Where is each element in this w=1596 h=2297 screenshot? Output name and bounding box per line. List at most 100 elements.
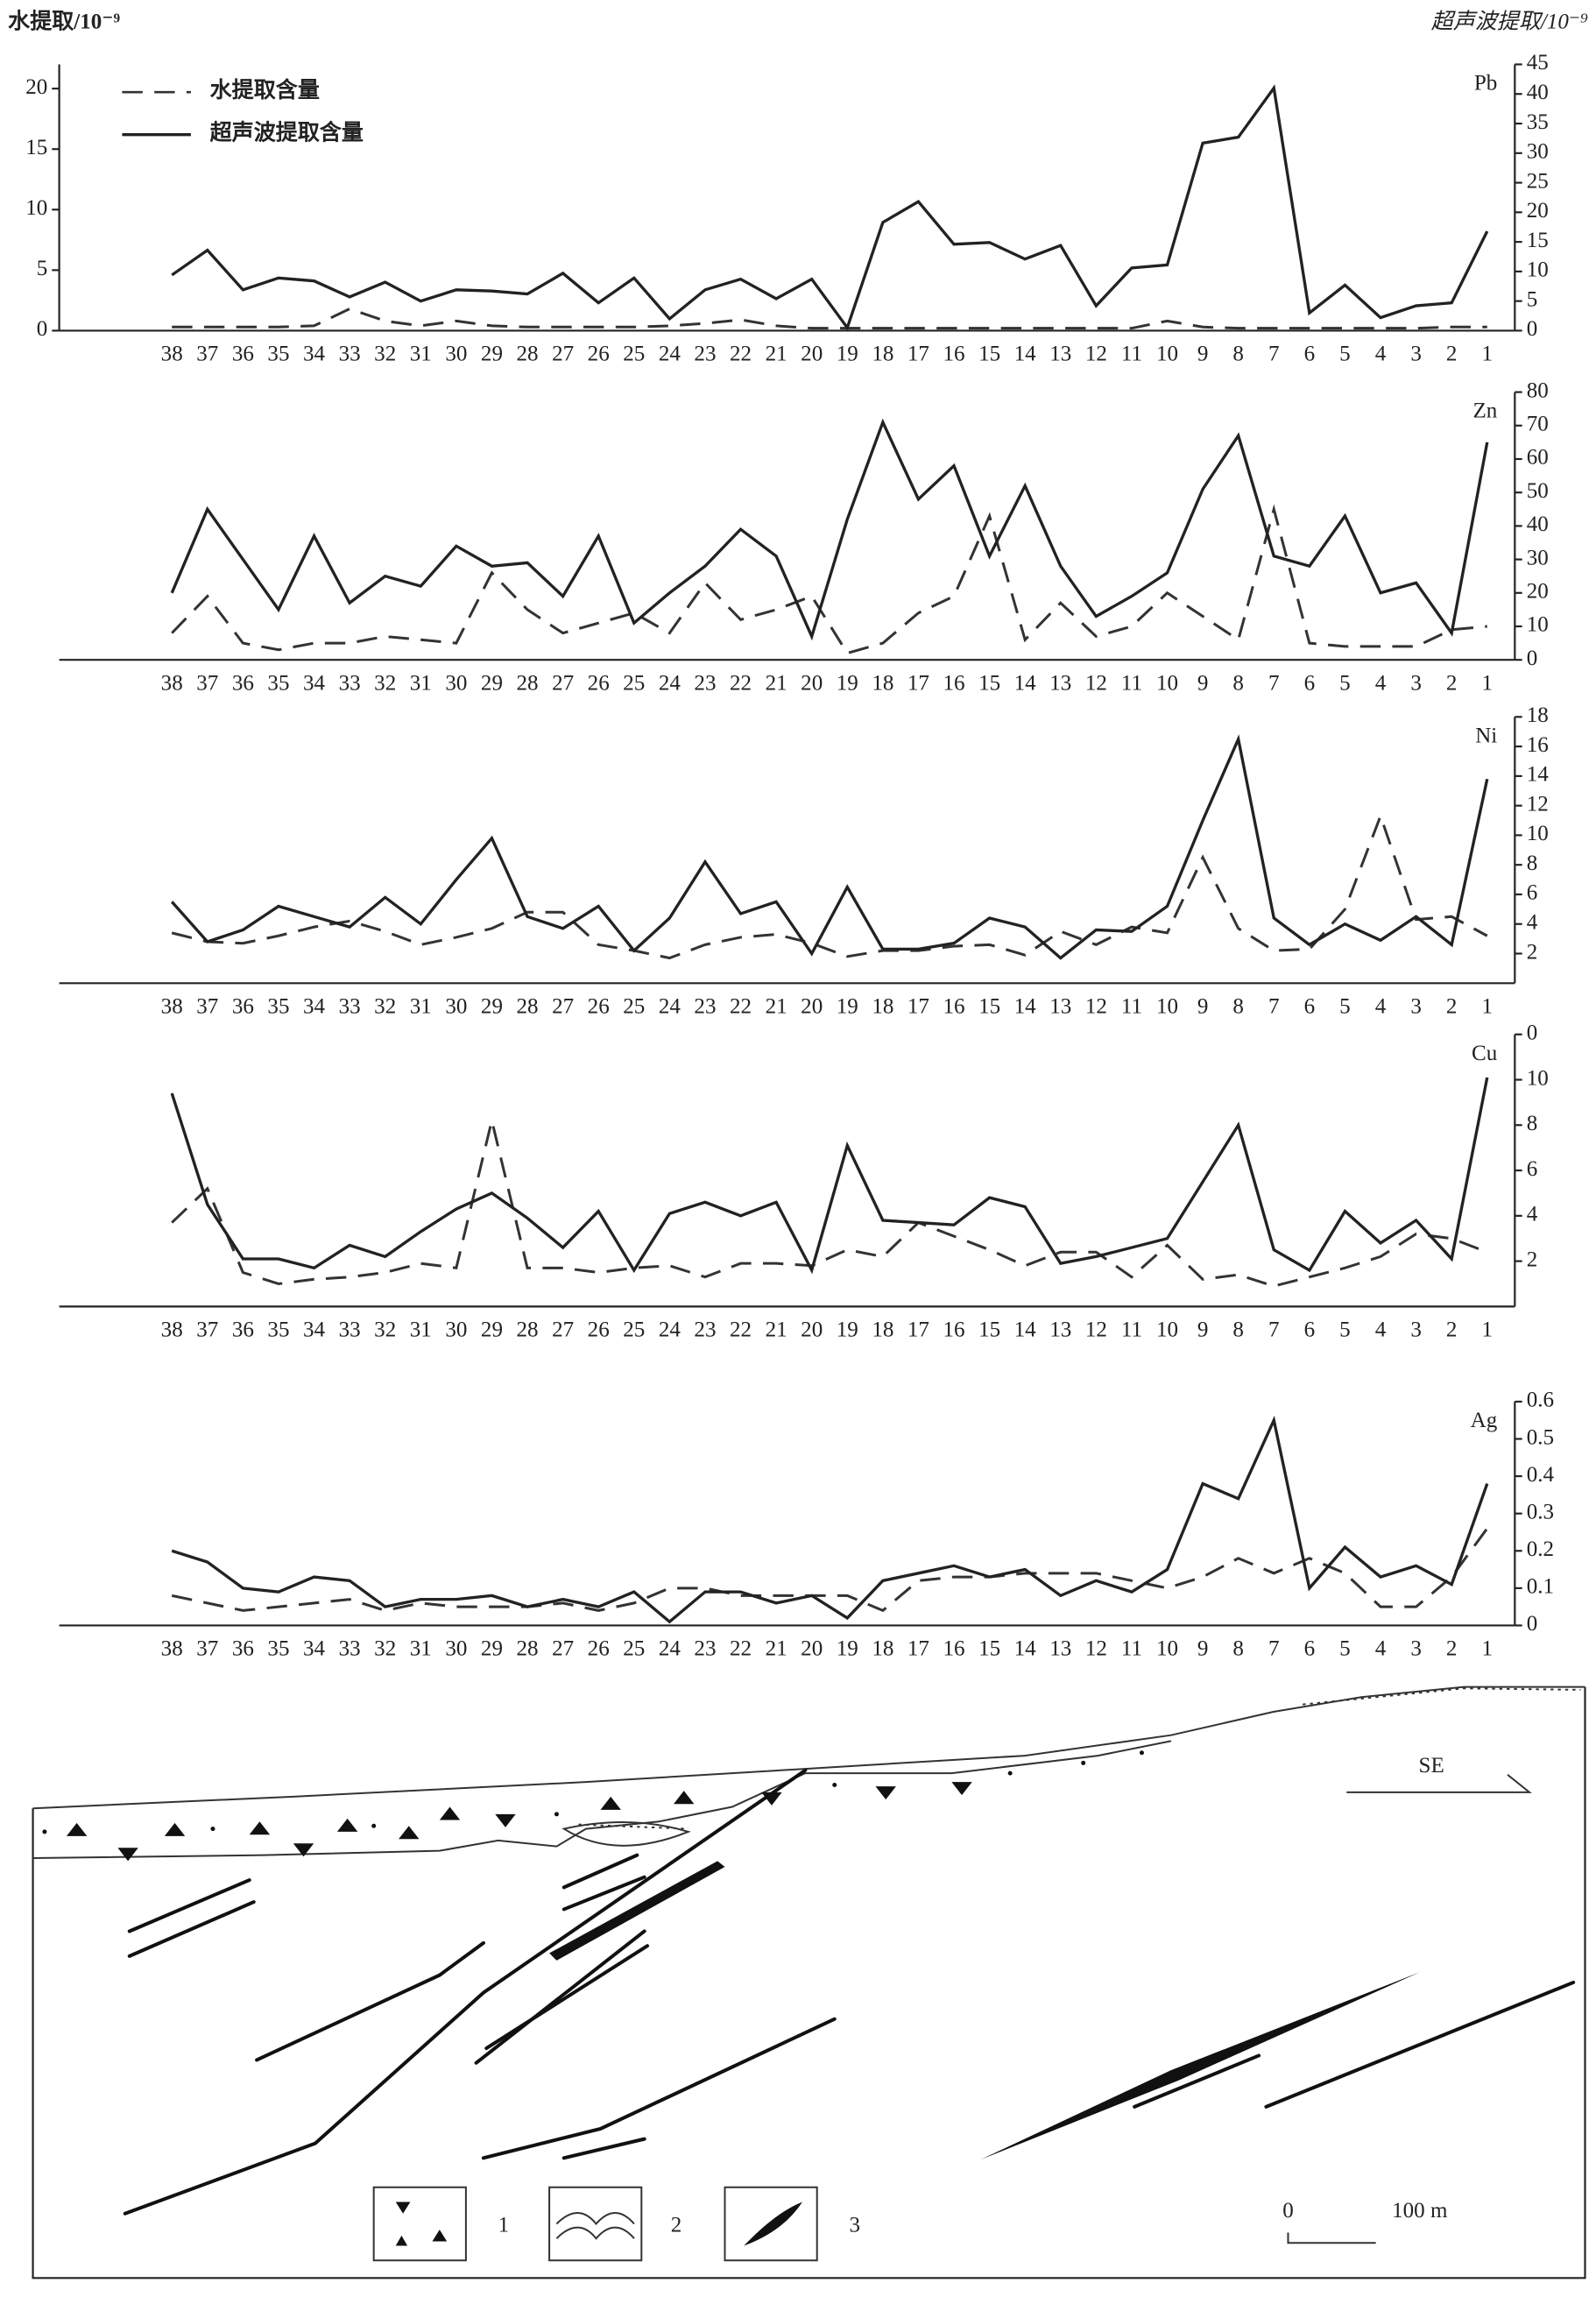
y-tick-label: 18 [1527, 703, 1549, 727]
x-tick-label: 36 [232, 1637, 254, 1661]
y-tick-label: 14 [1527, 763, 1550, 787]
x-tick-label: 10 [1156, 671, 1178, 695]
x-tick-label: 5 [1339, 994, 1351, 1018]
x-tick-label: 5 [1339, 1318, 1351, 1342]
x-tick-label: 25 [623, 994, 645, 1018]
x-tick-label: 11 [1121, 994, 1142, 1018]
x-tick-label: 2 [1446, 343, 1458, 366]
x-tick-label: 38 [161, 1637, 183, 1661]
y-tick-label: 20 [1527, 199, 1549, 223]
legend-symbol [556, 2213, 634, 2238]
y-tick-label: 12 [1527, 792, 1549, 816]
x-tick-label: 28 [517, 994, 539, 1018]
y-tick-label: 40 [1527, 512, 1549, 536]
x-tick-label: 7 [1268, 343, 1280, 366]
dot-symbol [832, 1783, 837, 1787]
vein [564, 1855, 638, 1888]
x-tick-label: 17 [907, 1637, 929, 1661]
x-tick-label: 30 [445, 343, 467, 366]
x-tick-label: 29 [481, 1318, 503, 1342]
triangle-symbol [117, 1848, 138, 1861]
x-tick-label: 13 [1049, 1318, 1071, 1342]
x-tick-label: 37 [196, 343, 218, 366]
x-tick-label: 33 [339, 343, 361, 366]
x-tick-label: 36 [232, 1318, 254, 1342]
x-tick-label: 37 [196, 1318, 218, 1342]
x-tick-label: 3 [1410, 671, 1422, 695]
x-tick-label: 26 [588, 994, 610, 1018]
x-tick-label: 33 [339, 671, 361, 695]
page: {"chart_data": [ {"type": "line", "title… [0, 0, 1596, 2297]
x-tick-label: 4 [1375, 1637, 1387, 1661]
x-tick-label: 38 [161, 1318, 183, 1342]
x-tick-label: 32 [374, 671, 396, 695]
x-tick-label: 34 [303, 994, 326, 1018]
y-tick-label: 0 [1527, 1612, 1538, 1636]
y-tick-label: 4 [1527, 1203, 1538, 1226]
y-tick-label: 80 [1527, 378, 1549, 402]
x-tick-label: 34 [303, 671, 326, 695]
fault [125, 1770, 806, 2214]
ground-surface [33, 1687, 1585, 1809]
y-tick-label: 0 [1527, 317, 1538, 341]
x-tick-label: 24 [659, 671, 681, 695]
x-tick-label: 26 [588, 343, 610, 366]
series-line [172, 1078, 1487, 1270]
legend-box [374, 2187, 466, 2261]
x-tick-label: 9 [1197, 994, 1209, 1018]
x-tick-label: 6 [1304, 343, 1316, 366]
x-tick-label: 21 [766, 994, 787, 1018]
x-tick-label: 6 [1304, 1318, 1316, 1342]
dot-symbol [1081, 1761, 1085, 1765]
x-tick-label: 16 [943, 994, 965, 1018]
cover-base [33, 1741, 1171, 1858]
y-tick-label: 20 [1527, 580, 1549, 604]
y-tick-label: 40 [1527, 81, 1549, 104]
legend-symbol [396, 2202, 447, 2245]
y-tick-label: 5 [37, 257, 48, 280]
x-tick-label: 14 [1014, 994, 1037, 1018]
x-tick-label: 1 [1482, 1637, 1494, 1661]
x-tick-label: 9 [1197, 671, 1209, 695]
y-tick-label: 0 [1527, 1021, 1538, 1044]
x-tick-label: 8 [1232, 671, 1244, 695]
x-tick-label: 20 [801, 1637, 823, 1661]
vein [486, 1946, 647, 2048]
y-tick-label: 0.6 [1527, 1389, 1554, 1412]
x-tick-label: 30 [445, 1318, 467, 1342]
x-tick-label: 18 [872, 343, 893, 366]
x-tick-label: 19 [837, 994, 858, 1018]
x-tick-label: 36 [232, 994, 254, 1018]
series-line [172, 816, 1487, 958]
x-tick-label: 23 [694, 1637, 716, 1661]
charts: 0510152005101520253035404538373635343332… [8, 9, 1588, 1660]
x-tick-label: 3 [1410, 343, 1422, 366]
x-tick-label: 23 [694, 994, 716, 1018]
triangle-symbol [67, 1823, 87, 1836]
x-tick-label: 34 [303, 1637, 326, 1661]
x-tick-label: 31 [410, 671, 432, 695]
dot-symbol [1140, 1750, 1144, 1755]
x-tick-label: 23 [694, 671, 716, 695]
legend-label: 3 [849, 2214, 860, 2237]
x-tick-label: 21 [766, 1318, 787, 1342]
x-tick-label: 25 [623, 671, 645, 695]
x-tick-label: 22 [730, 994, 752, 1018]
x-tick-label: 11 [1121, 1318, 1142, 1342]
y-tick-label: 0.4 [1527, 1463, 1555, 1487]
y-tick-label: 16 [1527, 733, 1549, 757]
x-tick-label: 29 [481, 671, 503, 695]
x-tick-label: 18 [872, 994, 893, 1018]
vein [257, 1943, 484, 2060]
x-tick-label: 3 [1410, 994, 1422, 1018]
y-tick-label: 2 [1527, 1247, 1538, 1271]
x-tick-label: 19 [837, 671, 858, 695]
dot-symbol [1008, 1771, 1013, 1776]
x-tick-label: 14 [1014, 671, 1037, 695]
x-tick-label: 19 [837, 1637, 858, 1661]
x-tick-label: 24 [659, 343, 681, 366]
triangle-symbol [601, 1797, 621, 1810]
y-tick-label: 4 [1527, 910, 1538, 934]
legend-symbol [744, 2202, 802, 2245]
x-tick-label: 16 [943, 343, 965, 366]
